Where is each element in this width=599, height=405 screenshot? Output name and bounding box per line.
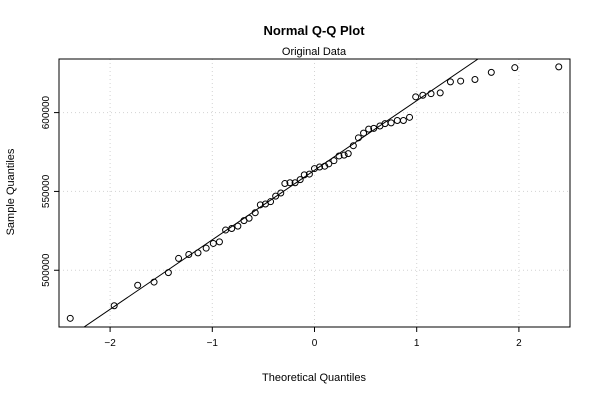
data-point	[412, 93, 420, 101]
data-point	[175, 254, 183, 262]
data-point	[245, 214, 253, 222]
data-point	[393, 116, 401, 124]
axes: −2 −1 0 1 2 500000 550000 600000	[41, 95, 522, 349]
data-point	[296, 176, 304, 184]
data-point	[316, 163, 324, 171]
data-point	[340, 151, 348, 159]
data-point	[202, 244, 210, 252]
y-axis-label: Sample Quantiles	[5, 148, 17, 235]
data-point	[281, 180, 289, 188]
y-tick-label: 600000	[41, 95, 52, 129]
data-point	[555, 63, 563, 71]
data-point	[349, 142, 357, 150]
y-tick-label: 550000	[41, 174, 52, 208]
data-point	[291, 179, 299, 187]
data-point	[436, 89, 444, 97]
data-point	[311, 165, 318, 173]
data-point	[234, 222, 242, 230]
data-point	[256, 201, 264, 209]
data-point	[185, 250, 193, 258]
data-point	[300, 171, 308, 179]
data-point	[305, 170, 313, 178]
x-tick-label: −1	[207, 338, 219, 349]
grid-lines	[59, 59, 570, 327]
data-point	[194, 249, 202, 257]
data-point	[370, 124, 378, 132]
x-tick-label: −2	[104, 338, 116, 349]
data-point	[286, 179, 294, 187]
x-tick-label: 0	[312, 338, 318, 349]
data-point	[228, 224, 236, 232]
data-point	[471, 75, 479, 83]
data-point	[427, 90, 435, 98]
data-point	[150, 278, 158, 286]
data-point	[251, 209, 259, 217]
data-points	[66, 63, 563, 322]
x-tick-label: 1	[414, 338, 420, 349]
data-point	[344, 150, 352, 158]
y-tick-label: 500000	[41, 253, 52, 287]
data-point	[387, 119, 395, 127]
data-point	[272, 192, 280, 200]
plot-area-border	[58, 58, 571, 328]
data-point	[365, 125, 373, 133]
chart-title: Normal Q-Q Plot	[263, 23, 365, 38]
data-point	[446, 78, 454, 86]
data-point	[457, 77, 465, 85]
data-point	[134, 281, 142, 289]
data-point	[330, 157, 338, 165]
x-axis-label: Theoretical Quantiles	[262, 372, 366, 384]
x-tick-label: 2	[516, 338, 522, 349]
data-point	[66, 314, 74, 322]
data-point	[511, 64, 519, 72]
data-point	[487, 68, 495, 76]
data-point	[335, 152, 343, 160]
data-point	[360, 129, 368, 137]
data-point	[209, 239, 217, 247]
data-point	[354, 134, 362, 142]
data-point	[215, 238, 223, 246]
data-point	[222, 226, 230, 234]
data-point	[325, 160, 333, 168]
data-point	[164, 269, 172, 277]
data-point	[419, 91, 427, 99]
chart-subtitle: Original Data	[282, 46, 347, 58]
data-point	[399, 116, 407, 124]
data-point	[110, 302, 118, 310]
data-point	[277, 189, 285, 197]
data-point	[267, 198, 275, 206]
data-point	[406, 113, 414, 121]
